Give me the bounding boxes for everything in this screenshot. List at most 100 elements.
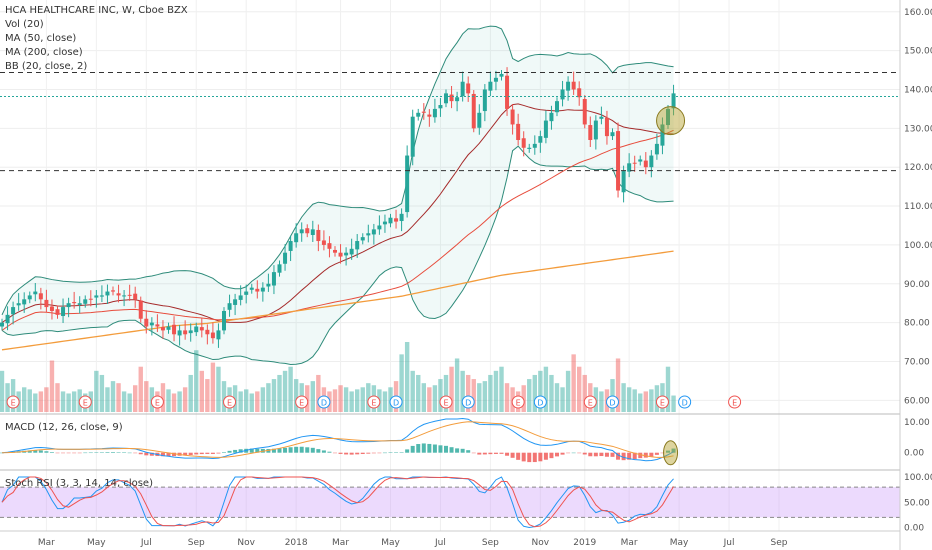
candle-body — [505, 75, 510, 109]
candle-body — [294, 233, 299, 243]
volume-bar — [238, 391, 243, 412]
macd-histogram-bar — [288, 447, 293, 453]
candle-body — [444, 93, 448, 104]
event-marker-label: E — [732, 399, 737, 408]
volume-bar — [343, 387, 349, 412]
macd-histogram-bar — [416, 444, 421, 453]
volume-bar — [293, 379, 299, 412]
volume-bar — [582, 374, 587, 412]
candle-body — [72, 302, 77, 304]
candle-body — [38, 293, 43, 300]
macd-histogram-bar — [222, 452, 226, 453]
volume-bar — [577, 366, 582, 412]
macd-histogram-bar — [455, 448, 460, 453]
candle-body — [599, 116, 604, 119]
candle-body — [233, 299, 238, 305]
volume-bar — [27, 389, 32, 412]
candle-body — [144, 318, 149, 327]
volume-bar — [416, 374, 421, 412]
event-marker — [439, 395, 453, 409]
candle-body — [555, 101, 559, 113]
candle-body — [16, 303, 21, 306]
event-marker-label: E — [371, 399, 376, 408]
macd-histogram-bar — [377, 452, 382, 454]
macd-histogram-bar — [643, 452, 648, 458]
macd-histogram-bar — [671, 448, 676, 453]
candle-body — [105, 291, 110, 296]
macd-tick-label: 10.00 — [904, 418, 930, 428]
macd-histogram-bar — [355, 452, 360, 455]
candle-body — [516, 123, 521, 140]
candle-body — [510, 109, 515, 125]
event-marker-label: D — [393, 399, 399, 408]
event-marker — [606, 395, 619, 409]
macd-histogram-bar — [399, 452, 404, 453]
macd-histogram-bar — [549, 452, 554, 459]
stoch-tick-label: 50.00 — [904, 498, 930, 508]
stoch-label: Stoch RSI (3, 3, 14, 14, close) — [5, 478, 153, 489]
time-tick-label: Mar — [332, 538, 349, 548]
candle-body — [405, 155, 410, 213]
macd-histogram-bar — [138, 452, 143, 455]
time-tick-label: Nov — [237, 538, 255, 548]
candle-body — [288, 241, 293, 251]
macd-histogram-bar — [116, 452, 121, 453]
event-marker — [150, 395, 164, 409]
macd-histogram-bar — [349, 452, 354, 455]
macd-histogram-bar — [616, 452, 621, 460]
highlight-circle-price — [656, 106, 686, 136]
event-marker — [728, 395, 742, 409]
price-tick-label: 60.00 — [904, 396, 930, 406]
candle-body — [44, 299, 49, 308]
macd-histogram-bar — [466, 450, 471, 453]
candle-body — [244, 291, 249, 295]
volume-bar — [432, 385, 438, 412]
volume-bar — [565, 370, 571, 412]
macd-histogram-bar — [238, 449, 243, 453]
macd-histogram-bar — [61, 452, 66, 454]
macd-histogram-bar — [649, 452, 654, 457]
candle-body — [238, 295, 243, 300]
candle-body — [210, 332, 215, 339]
candle-body — [160, 327, 165, 331]
macd-histogram-bar — [366, 452, 371, 454]
macd-histogram-bar — [493, 452, 498, 454]
volume-bar — [349, 391, 354, 412]
candle-body — [610, 132, 615, 137]
volume-bar — [554, 383, 560, 412]
candle-body — [194, 326, 199, 333]
macd-histogram-bar — [283, 447, 288, 453]
candle-body — [83, 299, 88, 304]
candle-body — [527, 147, 532, 149]
macd-histogram-bar — [160, 452, 165, 457]
macd-histogram-bar — [172, 452, 177, 457]
event-marker — [511, 395, 525, 409]
macd-histogram-bar — [127, 452, 132, 454]
candle-body — [116, 293, 121, 296]
volume-bar — [71, 391, 77, 412]
candle-body — [183, 330, 188, 335]
volume-bar — [160, 383, 166, 412]
candle-body — [310, 229, 315, 236]
candle-body — [660, 124, 665, 146]
candle-body — [205, 329, 210, 335]
macd-histogram-bar — [421, 443, 426, 453]
macd-histogram-bar — [111, 452, 115, 453]
event-marker — [389, 395, 403, 409]
macd-histogram-bar — [305, 447, 310, 453]
candle-body — [149, 322, 154, 326]
macd-histogram-bar — [499, 452, 504, 454]
macd-histogram-bar — [593, 452, 598, 457]
macd-histogram-bar — [0, 452, 4, 454]
candle-body — [621, 171, 626, 193]
candle-body — [255, 288, 260, 292]
macd-histogram-bar — [438, 445, 443, 453]
volume-bar — [110, 381, 116, 412]
macd-histogram-bar — [149, 452, 154, 456]
candle-body — [77, 303, 82, 305]
macd-histogram-bar — [249, 448, 254, 453]
candle-body — [466, 83, 471, 94]
macd-histogram-bar — [582, 452, 587, 455]
candle-body — [477, 112, 482, 128]
